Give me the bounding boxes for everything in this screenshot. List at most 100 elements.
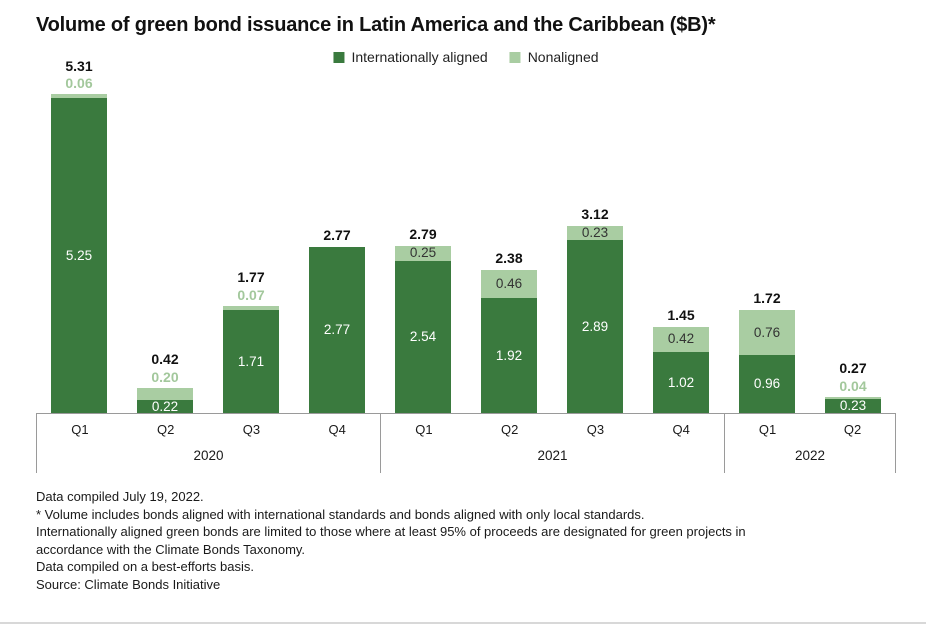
bar-segment-aligned: 1.71 bbox=[223, 310, 279, 413]
segment-label: 1.71 bbox=[237, 353, 265, 369]
footnote-line: * Volume includes bonds aligned with int… bbox=[36, 506, 645, 522]
chart-panel: Volume of green bond issuance in Latin A… bbox=[36, 14, 896, 593]
bar-nonaligned-label: 0.07 bbox=[237, 287, 265, 304]
bottom-divider bbox=[0, 622, 926, 624]
bar-total-label: 1.45 bbox=[667, 306, 695, 323]
legend-swatch-icon bbox=[333, 51, 345, 63]
bar-column: 1.45 0.42 1.02 bbox=[638, 307, 724, 413]
segment-label: 0.42 bbox=[667, 331, 695, 347]
bar-segment-aligned: 2.54 bbox=[395, 260, 451, 413]
bar: 0.23 2.89 bbox=[567, 224, 623, 413]
segment-label: 1.92 bbox=[495, 347, 523, 363]
segment-label: 2.54 bbox=[409, 329, 437, 345]
year-group: Q1 Q2 Q3 Q4 2020 bbox=[36, 414, 380, 473]
bar-column: 0.27 0.04 0.23 bbox=[810, 360, 896, 413]
bar-column: 2.38 0.46 1.92 bbox=[466, 250, 552, 413]
bar-column: 1.77 0.07 1.71 bbox=[208, 269, 294, 413]
legend-label: Internationally aligned bbox=[351, 49, 488, 65]
quarter-row: Q1 Q2 bbox=[725, 414, 895, 437]
segment-label: 0.23 bbox=[581, 224, 609, 240]
bar-segment-nonaligned: 0.42 bbox=[653, 326, 709, 352]
bar-segment-aligned: 0.23 bbox=[825, 399, 881, 413]
segment-label: 0.25 bbox=[409, 245, 437, 261]
bar: 2.77 bbox=[309, 246, 365, 413]
segment-label: 0.76 bbox=[753, 324, 781, 340]
segment-label: 5.25 bbox=[65, 247, 93, 263]
bar-segment-aligned: 2.77 bbox=[309, 246, 365, 413]
quarter-row: Q1 Q2 Q3 Q4 bbox=[381, 414, 724, 437]
bar: 1.71 bbox=[223, 306, 279, 413]
bar-segment-nonaligned bbox=[825, 396, 881, 400]
bar-segment-aligned: 2.89 bbox=[567, 239, 623, 413]
bar: 0.25 2.54 bbox=[395, 245, 451, 413]
bar-total-label: 1.72 bbox=[753, 290, 781, 307]
plot-area: Internationally aligned Nonaligned 5.31 0.… bbox=[36, 45, 896, 413]
bar-column: 3.12 0.23 2.89 bbox=[552, 206, 638, 413]
bar-total-label: 3.12 bbox=[581, 206, 609, 223]
axis-quarter-label: Q1 bbox=[71, 422, 89, 437]
segment-label: 0.22 bbox=[151, 398, 179, 414]
axis-year-label: 2021 bbox=[537, 448, 568, 463]
bar-segment-aligned: 0.96 bbox=[739, 355, 795, 413]
bar-nonaligned-label: 0.04 bbox=[839, 377, 867, 394]
bar: 0.42 1.02 bbox=[653, 326, 709, 413]
bar: 0.76 0.96 bbox=[739, 309, 795, 413]
axis-quarter-label: Q4 bbox=[672, 422, 690, 437]
legend-label: Nonaligned bbox=[527, 49, 599, 65]
bar: 0.46 1.92 bbox=[481, 270, 537, 413]
legend-item: Nonaligned bbox=[509, 49, 599, 65]
bar: 0.22 bbox=[137, 387, 193, 413]
legend-swatch-icon bbox=[509, 51, 521, 63]
bar-column: 2.77 2.77 bbox=[294, 227, 380, 413]
axis-year-label: 2020 bbox=[193, 448, 224, 463]
x-axis: Q1 Q2 Q3 Q4 2020 Q1 Q2 Q3 Q4 2021 Q1 Q2 2022 bbox=[36, 413, 896, 473]
year-group: Q1 Q2 Q3 Q4 2021 bbox=[380, 414, 724, 473]
footnotes: Data compiled July 19, 2022. * Volume inc… bbox=[36, 488, 896, 593]
year-group: Q1 Q2 2022 bbox=[724, 414, 896, 473]
bar-total-label: 2.38 bbox=[495, 250, 523, 267]
footnote-line: Source: Climate Bonds Initiative bbox=[36, 576, 221, 592]
bar-total-label: 2.79 bbox=[409, 225, 437, 242]
bar: 0.23 bbox=[825, 396, 881, 413]
bar-segment-aligned: 5.25 bbox=[51, 98, 107, 413]
legend: Internationally aligned Nonaligned bbox=[333, 49, 599, 65]
axis-quarter-label: Q1 bbox=[758, 422, 777, 437]
bar-nonaligned-label: 0.06 bbox=[65, 75, 93, 92]
bar-segment-nonaligned bbox=[223, 306, 279, 311]
chart-title: Volume of green bond issuance in Latin A… bbox=[36, 14, 716, 36]
axis-quarter-label: Q1 bbox=[415, 422, 433, 437]
segment-label: 0.96 bbox=[753, 376, 781, 392]
bar-segment-aligned: 1.02 bbox=[653, 351, 709, 413]
footnote-line: accordance with the Climate Bonds Taxono… bbox=[36, 541, 306, 557]
bar-column: 5.31 0.06 5.25 bbox=[36, 58, 122, 413]
bar-segment-nonaligned: 0.46 bbox=[481, 270, 537, 298]
bar-segment-nonaligned: 0.23 bbox=[567, 224, 623, 240]
footnote-line: Internationally aligned green bonds are … bbox=[36, 524, 746, 540]
segment-label: 2.89 bbox=[581, 318, 609, 334]
bar-segment-aligned: 1.92 bbox=[481, 297, 537, 413]
bar-total-label: 2.77 bbox=[323, 227, 351, 244]
bar-total-label: 0.27 bbox=[839, 359, 867, 376]
axis-quarter-label: Q4 bbox=[328, 422, 346, 437]
quarter-row: Q1 Q2 Q3 Q4 bbox=[37, 414, 380, 437]
bar-column: 0.42 0.20 0.22 bbox=[122, 351, 208, 413]
bar-segment-nonaligned: 0.76 bbox=[739, 309, 795, 356]
bar-total-label: 5.31 bbox=[65, 57, 93, 74]
axis-quarter-label: Q2 bbox=[843, 422, 862, 437]
bar-column: 1.72 0.76 0.96 bbox=[724, 290, 810, 413]
footnote-line: Data compiled on a best-efforts basis. bbox=[36, 559, 254, 575]
axis-quarter-label: Q3 bbox=[242, 422, 261, 437]
bar-column: 2.79 0.25 2.54 bbox=[380, 226, 466, 413]
bar-segment-nonaligned: 0.25 bbox=[395, 245, 451, 261]
axis-quarter-label: Q3 bbox=[586, 422, 605, 437]
segment-label: 0.46 bbox=[495, 276, 523, 292]
segment-label: 0.23 bbox=[839, 398, 867, 414]
axis-quarter-label: Q2 bbox=[500, 422, 519, 437]
axis-quarter-label: Q2 bbox=[156, 422, 175, 437]
bar-nonaligned-label: 0.20 bbox=[151, 368, 179, 385]
bar-segment-nonaligned bbox=[137, 387, 193, 400]
segment-label: 2.77 bbox=[323, 322, 351, 338]
legend-item: Internationally aligned bbox=[333, 49, 488, 65]
bar-total-label: 0.42 bbox=[151, 350, 179, 367]
bar-segment-aligned: 0.22 bbox=[137, 400, 193, 413]
